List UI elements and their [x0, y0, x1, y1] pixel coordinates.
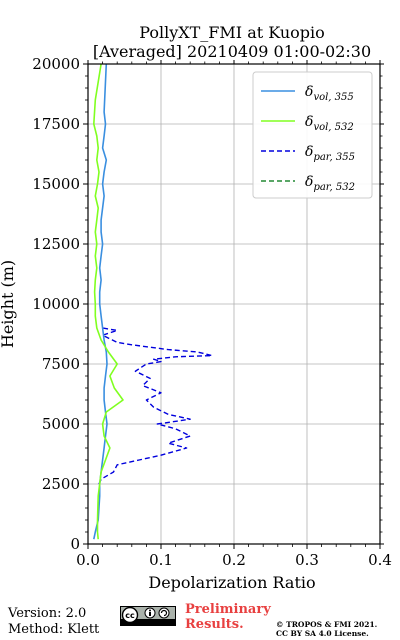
legend-label-2: δpar, 355 [305, 144, 355, 163]
chart-title-line2: [Averaged] 20210409 01:00-02:30 [93, 42, 371, 61]
series-line-0 [93, 63, 108, 540]
x-tick-label: 0.4 [368, 551, 392, 569]
method-text: Method: Klett [8, 622, 100, 637]
preliminary-results-note: Preliminary Results. [185, 602, 271, 632]
x-tick-label: 0.3 [295, 551, 319, 569]
legend-box [252, 71, 373, 199]
version-text: Version: 2.0 [8, 606, 87, 621]
x-tick-label: 0.0 [76, 551, 100, 569]
series-line-2 [98, 327, 213, 485]
legend-label-subscript: vol, 532 [313, 122, 353, 133]
legend-label-subscript: par, 355 [313, 152, 355, 163]
y-tick-label: 10000 [32, 295, 80, 313]
y-tick-label: 12500 [32, 235, 80, 253]
plot-frame [87, 63, 381, 545]
y-tick-label: 5000 [42, 415, 80, 433]
y-tick-label: 17500 [32, 115, 80, 133]
series-line-1 [93, 63, 124, 540]
y-tick-label: 7500 [42, 355, 80, 373]
legend-label-subscript: par, 532 [313, 182, 355, 193]
copyright-note: © TROPOS & FMI 2021. CC BY SA 4.0 Licens… [276, 620, 377, 638]
legend-label-main: δ [305, 84, 313, 100]
x-axis-label: Depolarization Ratio [148, 573, 315, 592]
y-tick-label: 20000 [32, 55, 80, 73]
legend-label-3: δpar, 532 [305, 174, 355, 193]
axis-ticks: 0.0 0.1 0.2 0.3 0.4 0 2500 5000 7500 10000 12500 15… [32, 55, 392, 569]
cc-license-icon: cc [120, 606, 176, 626]
copyright-line2: CC BY SA 4.0 License. [276, 629, 369, 638]
chart-title-line1: PollyXT_FMI at Kuopio [139, 23, 325, 42]
legend-label-0: δvol, 355 [305, 84, 354, 103]
y-tick-label: 2500 [42, 475, 80, 493]
y-axis-label: Height (m) [0, 260, 17, 348]
series-lines [93, 63, 213, 540]
x-tick-label: 0.1 [149, 551, 173, 569]
y-tick-label: 0 [70, 535, 80, 553]
x-tick-label: 0.2 [222, 551, 246, 569]
preliminary-line2: Results. [185, 617, 244, 632]
copyright-line1: © TROPOS & FMI 2021. [276, 620, 378, 629]
y-tick-label: 15000 [32, 175, 80, 193]
svg-text:cc: cc [125, 611, 135, 620]
legend-label-main: δ [305, 144, 313, 160]
preliminary-line1: Preliminary [185, 602, 271, 617]
legend-label-1: δvol, 532 [305, 114, 354, 133]
legend-label-main: δ [305, 114, 313, 130]
legend-label-main: δ [305, 174, 313, 190]
legend-label-subscript: vol, 355 [313, 92, 353, 103]
